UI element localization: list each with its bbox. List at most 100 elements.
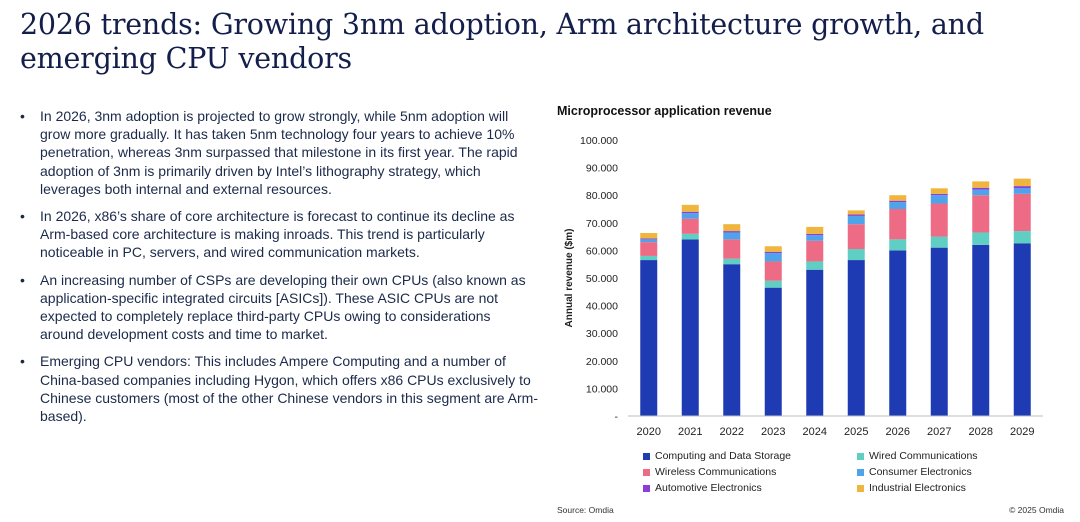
y-axis-label: Annual revenue ($m) — [564, 229, 575, 328]
bar-segment — [889, 200, 907, 203]
bar-segment — [764, 280, 782, 288]
y-tick-label: 70.000 — [586, 218, 618, 230]
bullet-glyph: • — [20, 271, 25, 288]
bar-segment — [764, 253, 782, 262]
legend-item: Consumer Electronics — [857, 465, 1053, 480]
legend-swatch — [857, 453, 864, 460]
bullet-item: • An increasing number of CSPs are develo… — [18, 271, 538, 344]
bar-segment — [640, 238, 658, 240]
bar-segment — [723, 231, 741, 233]
bar-segment — [889, 250, 907, 416]
bar-segment — [847, 260, 865, 416]
bar-segment — [681, 239, 699, 416]
x-tick-label: 2024 — [803, 426, 827, 438]
bar-segment — [723, 224, 741, 232]
legend-label: Consumer Electronics — [869, 466, 972, 478]
bar-segment — [847, 224, 865, 250]
y-tick-label: 100.000 — [580, 135, 618, 147]
legend-item: Industrial Electronics — [857, 481, 1053, 496]
bar-segment — [681, 204, 699, 212]
bar-segment — [847, 214, 865, 216]
chart-title: Microprocessor application revenue — [557, 104, 772, 118]
bar-segment — [972, 232, 990, 245]
bar-segment — [1013, 243, 1031, 416]
bar-segment — [889, 195, 907, 201]
bullet-text: In 2026, x86’s share of core architectur… — [40, 208, 515, 261]
bullet-item: • Emerging CPU vendors: This includes Amp… — [18, 352, 538, 425]
legend-label: Computing and Data Storage — [655, 450, 792, 462]
bar-segment — [764, 261, 782, 281]
bar-segment — [681, 233, 699, 240]
legend-item: Automotive Electronics — [643, 481, 857, 496]
x-tick-label: 2023 — [761, 426, 785, 438]
bar-segment — [806, 261, 824, 270]
y-tick-label: 40.000 — [586, 301, 618, 313]
bar-segment — [889, 209, 907, 240]
legend-label: Wired Communications — [869, 450, 978, 462]
slide-title: 2026 trends: Growing 3nm adoption, Arm a… — [20, 8, 984, 75]
bar-segment — [723, 232, 741, 240]
legend-label: Industrial Electronics — [869, 482, 966, 494]
bar-segment — [640, 255, 658, 261]
bar-segment — [806, 235, 824, 241]
bar-segment — [764, 246, 782, 252]
source-note: Source: Omdia — [557, 505, 614, 515]
legend-item: Wireless Communications — [643, 465, 857, 480]
bullet-glyph: • — [20, 353, 25, 370]
legend-item: Computing and Data Storage — [643, 449, 857, 464]
y-tick-label: 60.000 — [586, 245, 618, 257]
bar-segment — [930, 236, 948, 248]
bar-segment — [681, 218, 699, 234]
bar-segment — [930, 247, 948, 416]
bar-segment — [723, 258, 741, 265]
bullet-item: • In 2026, 3nm adoption is projected to g… — [18, 107, 538, 198]
bar-segment — [764, 251, 782, 254]
y-tick-label: 90.000 — [586, 163, 618, 175]
bullet-text: Emerging CPU vendors: This includes Ampe… — [40, 353, 538, 425]
legend-item: Wired Communications — [857, 449, 1053, 464]
legend-label: Wireless Communications — [655, 466, 777, 478]
bar-segment — [972, 189, 990, 196]
legend-swatch — [643, 469, 650, 476]
legend-swatch — [857, 469, 864, 476]
bar-segment — [930, 193, 948, 196]
legend-swatch — [643, 485, 650, 492]
bar-segment — [930, 203, 948, 237]
bullet-glyph: • — [20, 208, 25, 225]
bar-segment — [723, 239, 741, 259]
bar-segment — [972, 195, 990, 233]
bullet-glyph: • — [20, 108, 25, 124]
copyright-note: © 2025 Omdia — [1009, 505, 1064, 515]
bullet-item: • In 2026, x86’s share of core architectu… — [18, 207, 538, 262]
bullet-text: In 2026, 3nm adoption is projected to gr… — [40, 108, 518, 197]
bar-segment — [640, 260, 658, 416]
bar-segment — [681, 213, 699, 219]
legend-swatch — [643, 453, 650, 460]
bar-segment — [723, 264, 741, 416]
chart-legend: Computing and Data Storage Wired Communi… — [643, 449, 1053, 496]
bar-segment — [640, 242, 658, 256]
y-tick-label: 50.000 — [586, 273, 618, 285]
x-tick-label: 2021 — [678, 426, 702, 438]
y-tick-label: 80.000 — [586, 190, 618, 202]
y-tick-label: 10.000 — [586, 383, 618, 395]
x-tick-label: 2027 — [927, 426, 951, 438]
y-tick-label: 20.000 — [586, 356, 618, 368]
bar-segment — [930, 188, 948, 194]
bar-segment — [972, 187, 990, 190]
bar-segment — [640, 239, 658, 243]
bar-segment — [681, 211, 699, 214]
bar-segment — [806, 226, 824, 234]
bar-segment — [889, 202, 907, 209]
bar-segment — [806, 233, 824, 236]
bar-segment — [972, 244, 990, 416]
y-tick-label: 30.000 — [586, 328, 618, 340]
bar-segment — [806, 240, 824, 262]
bar-segment — [847, 215, 865, 225]
x-tick-label: 2029 — [1010, 426, 1034, 438]
bar-segment — [847, 210, 865, 215]
bar-segment — [847, 249, 865, 261]
bar-segment — [1013, 188, 1031, 194]
bar-segment — [806, 269, 824, 416]
bar-segment — [972, 181, 990, 188]
